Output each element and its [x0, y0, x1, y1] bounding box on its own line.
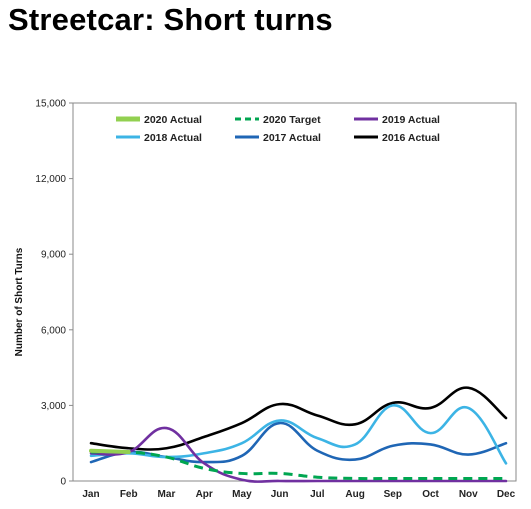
legend-label-2020-actual: 2020 Actual — [144, 114, 202, 126]
x-tick-label: Nov — [459, 489, 478, 500]
series-line-2018-actual — [89, 404, 508, 465]
legend-label-2017-actual: 2017 Actual — [263, 132, 321, 144]
series-layer — [89, 386, 508, 483]
y-tick-label: 12,000 — [35, 174, 66, 185]
y-tick-label: 3,000 — [41, 401, 66, 412]
legend-label-2019-actual: 2019 Actual — [382, 114, 440, 126]
y-axis: 0 3,000 6,000 9,000 12,000 15,000 — [35, 99, 73, 488]
x-tick-label: Jan — [82, 489, 99, 500]
page-title: Streetcar: Short turns — [8, 2, 333, 37]
y-axis-label: Number of Short Turns — [14, 247, 25, 356]
series-line-2016-actual — [89, 386, 508, 451]
y-tick-label: 6,000 — [41, 325, 66, 336]
x-tick-label: Dec — [497, 489, 516, 500]
legend-label-2020-target: 2020 Target — [263, 114, 321, 126]
x-tick-label: Sep — [384, 489, 402, 500]
x-tick-label: Apr — [196, 489, 213, 500]
legend-label-2016-actual: 2016 Actual — [382, 132, 440, 144]
series-line-2020-target — [90, 450, 506, 481]
x-tick-label: Mar — [158, 489, 176, 500]
y-tick-label: 15,000 — [35, 99, 66, 110]
x-tick-label: Oct — [422, 489, 439, 500]
x-tick-label: Jul — [310, 489, 325, 500]
y-tick-label: 9,000 — [41, 250, 66, 261]
legend: 2020 Actual 2020 Target 2019 Actual 2018 Ac… — [116, 114, 440, 144]
series-line-2020-actual — [89, 448, 131, 455]
series-line-2019-actual — [89, 426, 508, 483]
x-tick-label: Aug — [345, 489, 364, 500]
x-tick-label: Feb — [120, 489, 138, 500]
x-tick-label: Jun — [271, 489, 289, 500]
x-tick-label: May — [232, 489, 252, 500]
legend-label-2018-actual: 2018 Actual — [144, 132, 202, 144]
y-tick-label: 0 — [60, 477, 66, 488]
x-axis: Jan Feb Mar Apr May Jun Jul Aug Sep Oct Nov Dec — [82, 489, 515, 500]
